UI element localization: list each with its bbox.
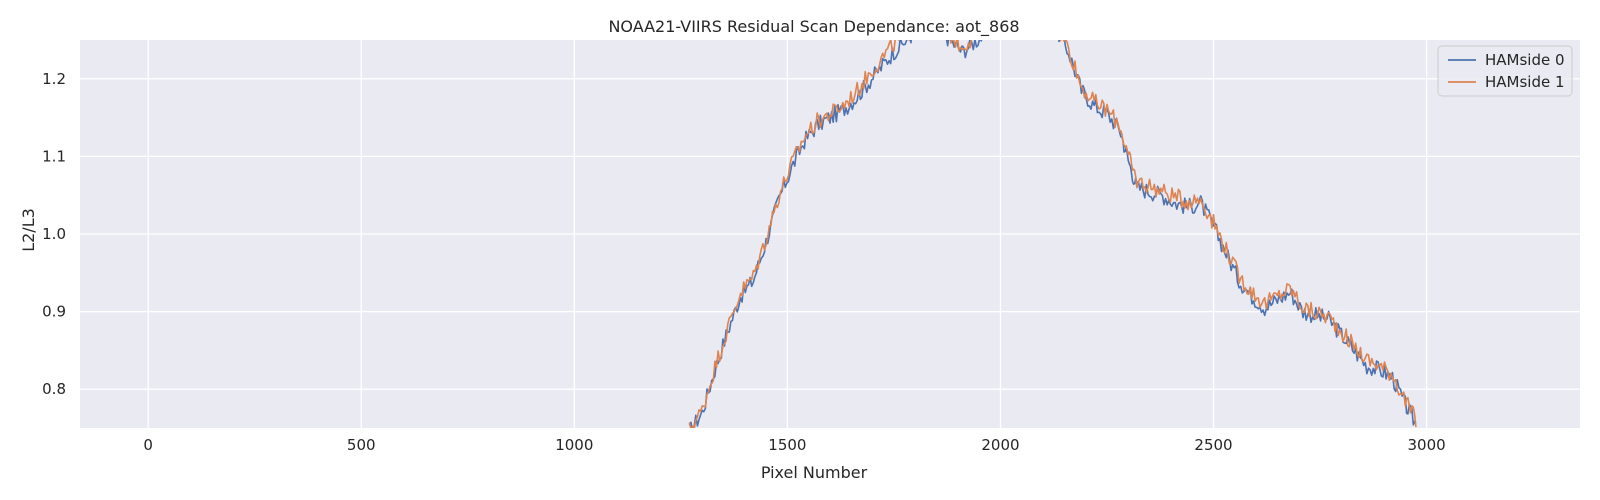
y-axis-title: L2/L3 (19, 208, 38, 252)
legend: HAMside 0 HAMside 1 (1437, 45, 1573, 97)
series-line-2 (688, 40, 1417, 428)
x-tick-labels: 0 500 1000 1500 2000 2500 3000 (143, 436, 1445, 454)
y-tick-label: 0.8 (42, 380, 66, 398)
series-layer (688, 40, 1417, 428)
y-tick-label: 1.1 (42, 147, 66, 165)
x-tick-label: 1500 (768, 436, 806, 454)
legend-label: HAMside 0 (1485, 51, 1565, 69)
chart-title: NOAA21-VIIRS Residual Scan Dependance: a… (608, 17, 1019, 37)
y-tick-label: 1.0 (42, 225, 66, 243)
y-tick-label: 0.9 (42, 303, 66, 321)
x-tick-label: 2500 (1194, 436, 1232, 454)
y-tick-labels: 0.8 0.9 1.0 1.1 1.2 (42, 70, 66, 398)
legend-label: HAMside 1 (1485, 73, 1565, 91)
y-tick-label: 1.2 (42, 70, 66, 88)
x-tick-label: 3000 (1407, 436, 1445, 454)
x-tick-label: 500 (347, 436, 376, 454)
x-tick-label: 1000 (555, 436, 593, 454)
x-axis-title: Pixel Number (761, 463, 868, 482)
y-grid (80, 78, 1580, 390)
x-tick-label: 0 (143, 436, 153, 454)
legend-box (1437, 45, 1573, 97)
x-tick-label: 2000 (981, 436, 1019, 454)
